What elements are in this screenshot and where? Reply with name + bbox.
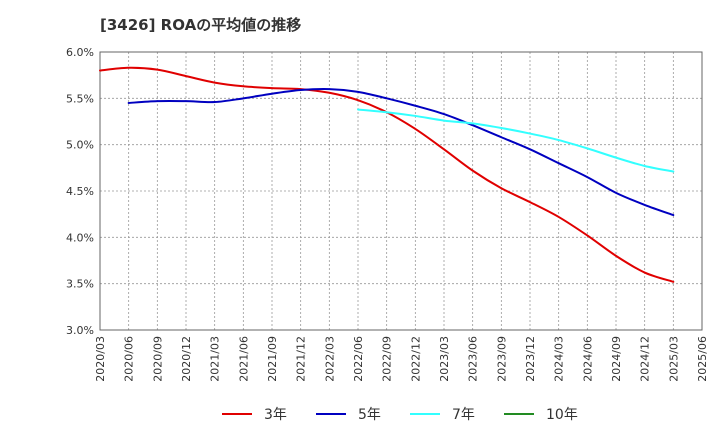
series-layer: [99, 66, 675, 283]
y-tick-label: 5.5%: [66, 92, 94, 105]
x-tick-label: 2023/09: [495, 336, 508, 382]
x-tick-label: 2023/12: [524, 336, 537, 382]
x-tick-label: 2023/03: [438, 336, 451, 382]
y-tick-label: 3.5%: [66, 278, 94, 291]
x-tick-label: 2023/06: [467, 336, 480, 382]
y-tick-label: 3.0%: [66, 324, 94, 337]
x-tick-label: 2025/03: [667, 336, 680, 382]
x-tick-label: 2022/09: [381, 336, 394, 382]
x-tick-label: 2020/12: [180, 336, 193, 382]
legend-label: 7年: [452, 407, 475, 423]
y-tick-label: 4.0%: [66, 231, 94, 244]
x-tick-label: 2025/06: [696, 336, 709, 382]
x-tick-label: 2021/03: [209, 336, 222, 382]
x-tick-label: 2024/06: [581, 336, 594, 382]
legend-label: 3年: [264, 407, 287, 423]
series-line-5年: [127, 87, 675, 217]
x-tick-label: 2021/09: [266, 336, 279, 382]
legend-label: 5年: [358, 407, 381, 423]
axis-layer: 3.0% 3.5% 4.0% 4.5% 5.0% 5.5% 6.0% 2020/03 2020/…: [66, 46, 709, 382]
x-tick-label: 2021/06: [237, 336, 250, 382]
legend-label: 10年: [546, 407, 578, 423]
y-tick-label: 4.5%: [66, 185, 94, 198]
x-tick-label: 2024/09: [610, 336, 623, 382]
x-tick-label: 2021/12: [295, 336, 308, 382]
x-tick-label: 2024/12: [639, 336, 652, 382]
x-tick-label: 2022/06: [352, 336, 365, 382]
x-tick-label: 2022/03: [323, 336, 336, 382]
x-tick-label: 2024/03: [553, 336, 566, 382]
x-tick-label: 2020/09: [151, 336, 164, 382]
plot-area-border: [99, 51, 703, 331]
x-tick-label: 2020/06: [123, 336, 136, 382]
series-line-7年: [357, 108, 675, 173]
legend: 3年 5年 7年 10年: [222, 407, 578, 423]
x-tick-label: 2022/12: [409, 336, 422, 382]
y-tick-label: 6.0%: [66, 46, 94, 59]
y-tick-label: 5.0%: [66, 139, 94, 152]
x-tick-label: 2020/03: [94, 336, 107, 382]
chart-title: [3426] ROAの平均値の推移: [100, 16, 302, 34]
